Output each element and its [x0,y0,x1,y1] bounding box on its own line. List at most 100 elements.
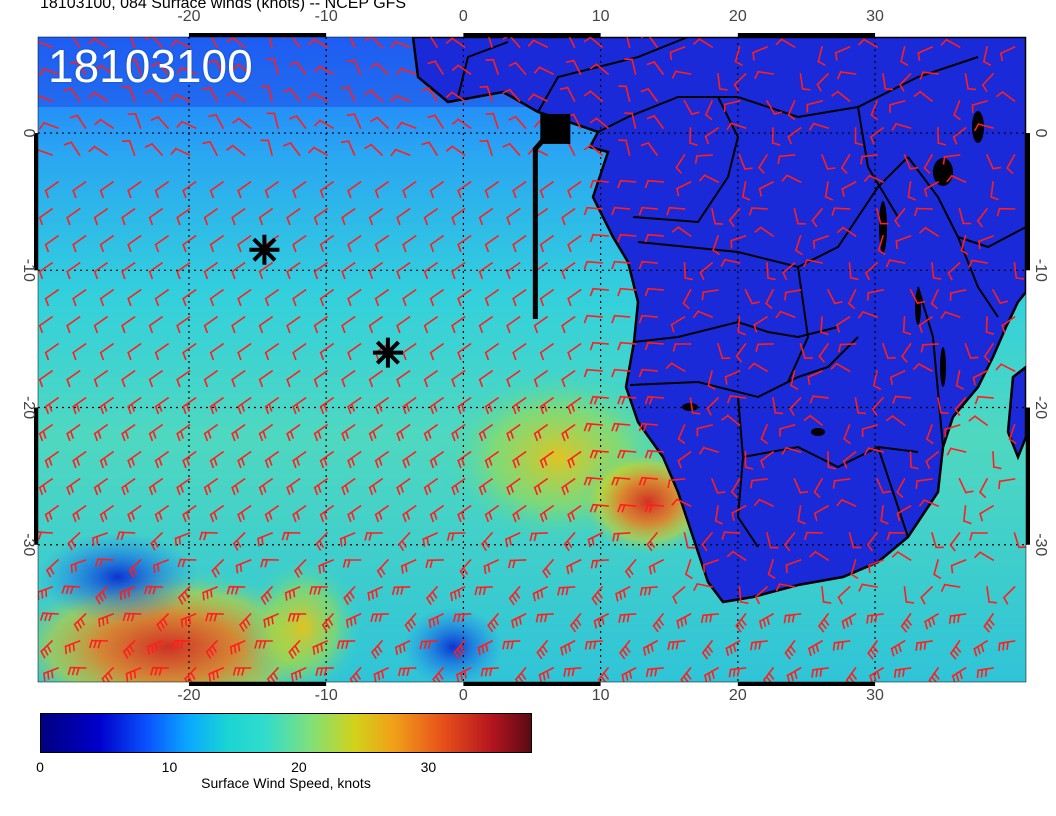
wind-barb [836,70,857,80]
wind-barb [683,532,696,549]
wind-barb [854,127,864,146]
wind-barb [672,343,692,352]
wind-barb [667,640,686,651]
wind-barb [563,667,582,677]
wind-barb [232,63,252,76]
wind-barb [374,288,390,307]
top-lon-label: -20 [177,8,200,25]
wind-barb [1013,262,1025,280]
wind-barb [170,147,191,157]
wind-barb [617,449,637,459]
wind-barb [1002,585,1016,605]
wind-barb [91,531,109,546]
wind-barb [985,316,995,335]
wind-barb [919,71,939,80]
wind-barb [422,531,439,547]
wind-barb [667,478,686,489]
wind-barb [38,148,54,157]
wind-barb [759,450,775,469]
right-lat-label: 0 [1032,129,1049,138]
wind-barb [819,316,829,336]
wind-barb [900,342,912,363]
wind-barb [772,397,784,415]
wind-barb [445,91,466,103]
wind-barb [66,207,81,226]
wind-barb [484,396,500,415]
wind-barb [514,666,527,682]
wind-barb [258,369,274,388]
wind-barb [292,180,307,199]
asterisk-marker [249,234,280,265]
wind-barb [624,112,637,129]
wind-barb [229,639,246,655]
wind-barb [457,288,472,307]
wind-barb [346,59,362,76]
wind-barb [44,234,60,253]
wind-barb [1008,423,1017,445]
wind-barb [991,288,1009,305]
wind-barb [315,667,334,677]
wind-barb [203,261,219,280]
wind-barb [952,99,961,121]
top-lon-label: 30 [866,8,884,25]
wind-barb [368,261,384,280]
wind-barb [480,531,494,552]
wind-barb [66,261,81,280]
wind-barb [867,558,885,574]
wind-barb [479,85,494,103]
colorbar [40,713,532,753]
wind-barb [156,612,170,632]
right-axis-bar [1026,407,1030,545]
wind-barb [182,396,197,415]
wind-barb [150,531,164,551]
wind-barb [203,315,219,334]
wind-barb [583,206,603,216]
wind-barb [402,342,417,361]
wind-barb [583,422,603,432]
wind-barb [268,37,273,48]
wind-barb [396,261,411,280]
wind-barb [61,585,81,595]
wind-barb [694,154,713,164]
wind-barb [94,118,115,130]
wind-barb [209,342,225,361]
wind-barb [972,369,989,386]
wind-barb [452,613,472,623]
wind-barb [93,477,109,496]
square-marker [540,113,571,144]
wind-barb [237,234,252,253]
wind-barb [478,207,494,226]
wind-barb [502,142,521,157]
wind-barb [154,504,170,523]
wind-barb [703,666,720,682]
wind-barb [913,90,934,103]
wind-barb [730,477,741,499]
wind-barb [948,613,967,624]
bottom-axis-bar [463,682,601,686]
wind-barb [445,37,466,49]
wind-barb [93,315,109,334]
wind-barb [841,180,857,197]
wind-barb [925,450,940,469]
wind-barb [286,477,301,496]
wind-barb [44,288,60,307]
wind-barb [672,585,686,605]
wind-barb [42,666,60,682]
wind-barb [903,153,919,170]
wind-barb [860,154,878,165]
wind-barb [837,343,857,353]
wind-barb [924,612,940,630]
wind-barb [976,667,994,679]
wind-barb [995,363,1016,373]
wind-barb [423,315,439,334]
wind-barb [644,287,664,297]
wind-barb [148,369,164,388]
wind-barb [38,477,54,496]
wind-barb [231,477,246,496]
wind-barb [199,531,218,541]
wind-barb [648,558,665,575]
wind-barb [741,181,751,201]
wind-barb [700,613,719,624]
wind-barb [785,558,802,573]
wind-barb [760,423,769,445]
